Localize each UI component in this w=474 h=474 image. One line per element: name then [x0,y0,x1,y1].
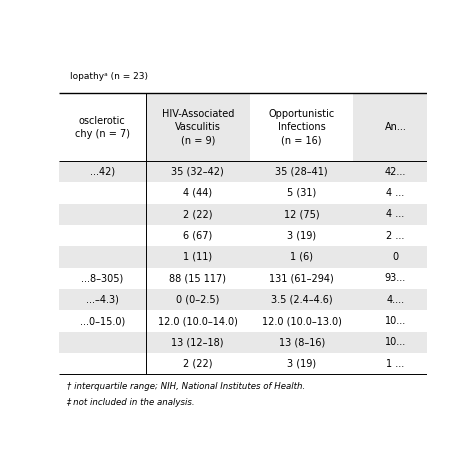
Text: 4 ...: 4 ... [386,188,404,198]
Text: ...–4.3): ...–4.3) [86,295,118,305]
Text: 12.0 (10.0–13.0): 12.0 (10.0–13.0) [262,316,342,326]
Text: 3 (19): 3 (19) [287,359,316,369]
Text: 4....: 4.... [386,295,404,305]
Bar [146,93,250,161]
Text: ...8–305): ...8–305) [81,273,123,283]
Text: lopathyᵃ (n = 23): lopathyᵃ (n = 23) [70,72,148,81]
Text: 13 (12–18): 13 (12–18) [172,337,224,347]
Text: 12 (75): 12 (75) [284,210,319,219]
Text: 4 ...: 4 ... [386,210,404,219]
Text: Opportunistic
Infections
(n = 16): Opportunistic Infections (n = 16) [269,109,335,146]
Text: 1 (11): 1 (11) [183,252,212,262]
Text: 88 (15 117): 88 (15 117) [169,273,226,283]
Text: 6 (67): 6 (67) [183,231,212,241]
Text: 35 (28–41): 35 (28–41) [275,166,328,177]
Text: osclerotic
chy (n = 7): osclerotic chy (n = 7) [75,116,130,139]
Text: 93...: 93... [385,273,406,283]
Text: 3.5 (2.4–4.6): 3.5 (2.4–4.6) [271,295,333,305]
Text: 0: 0 [392,252,399,262]
Text: 3 (19): 3 (19) [287,231,316,241]
Bar [59,204,427,225]
Text: 1 ...: 1 ... [386,359,404,369]
Text: 2 (22): 2 (22) [183,359,212,369]
Text: An...: An... [384,122,406,132]
Text: † interquartile range; NIH, National Institutes of Health.: † interquartile range; NIH, National Ins… [66,382,305,391]
Text: HIV-Associated
Vasculitis
(n = 9): HIV-Associated Vasculitis (n = 9) [162,109,234,146]
Text: 0 (0–2.5): 0 (0–2.5) [176,295,219,305]
Text: 5 (31): 5 (31) [287,188,316,198]
Text: 10...: 10... [385,337,406,347]
Text: 10...: 10... [385,316,406,326]
Text: 2 ...: 2 ... [386,231,405,241]
Text: ...42): ...42) [90,166,115,177]
Bar [59,332,427,353]
Text: 42...: 42... [385,166,406,177]
Text: 131 (61–294): 131 (61–294) [269,273,334,283]
Text: 2 (22): 2 (22) [183,210,212,219]
Text: 13 (8–16): 13 (8–16) [279,337,325,347]
Text: 4 (44): 4 (44) [183,188,212,198]
Bar [353,93,427,161]
Text: 12.0 (10.0–14.0): 12.0 (10.0–14.0) [158,316,237,326]
Bar [59,289,427,310]
Text: ...0–15.0): ...0–15.0) [80,316,125,326]
Text: 35 (32–42): 35 (32–42) [172,166,224,177]
Text: 1 (6): 1 (6) [290,252,313,262]
Bar [59,161,427,182]
Bar [59,246,427,268]
Text: ‡ not included in the analysis.: ‡ not included in the analysis. [66,398,195,407]
